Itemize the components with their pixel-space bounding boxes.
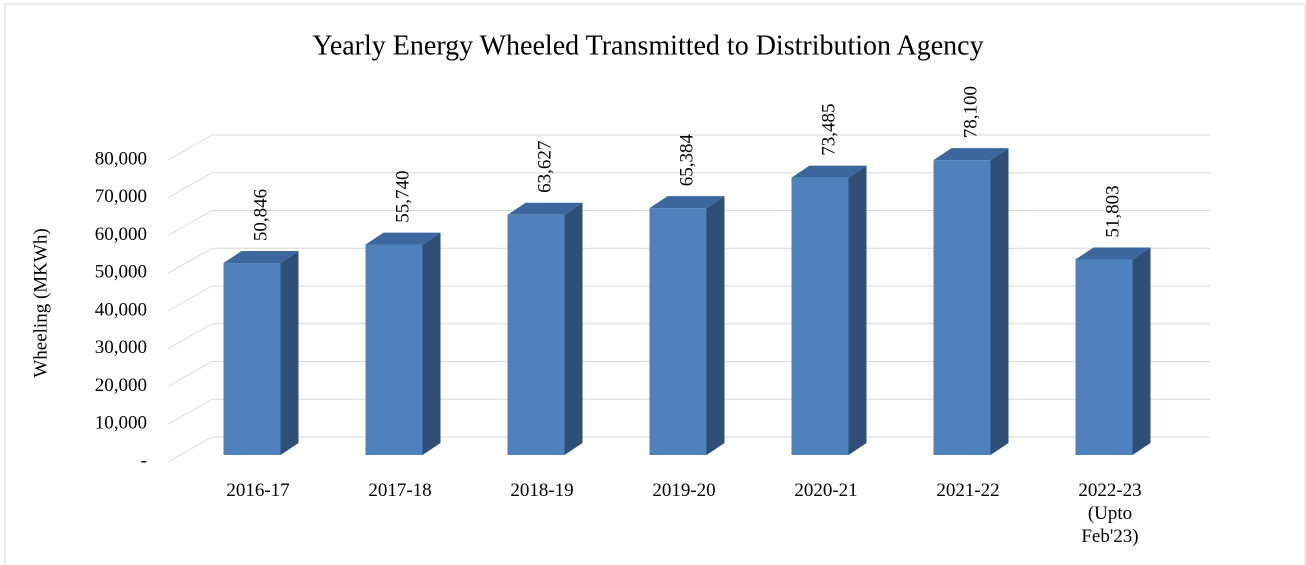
bar-top xyxy=(223,251,299,264)
bar xyxy=(365,232,441,455)
grid-line xyxy=(167,398,213,425)
bar-front xyxy=(507,214,565,455)
x-tick-label: 2016-17 xyxy=(226,480,289,501)
data-label: 51,803 xyxy=(1102,185,1123,237)
y-tick-label: 70,000 xyxy=(95,186,147,207)
x-tick-label: 2017-18 xyxy=(368,480,431,501)
bar-top xyxy=(365,232,441,245)
grid-line xyxy=(167,172,213,199)
bar-top xyxy=(649,196,725,209)
data-label: 50,846 xyxy=(250,189,271,241)
grid-line xyxy=(167,134,213,161)
bar-side xyxy=(706,196,725,455)
x-tick-label-line: 2020-21 xyxy=(794,480,857,501)
y-tick-label: 80,000 xyxy=(95,148,147,169)
y-tick-label: 10,000 xyxy=(95,413,147,434)
bar-front xyxy=(933,160,991,456)
grid-line xyxy=(167,285,213,312)
data-label: 78,100 xyxy=(960,86,981,138)
x-tick-label-line: 2019-20 xyxy=(652,480,715,501)
x-tick-label-line: 2022-23 xyxy=(1078,480,1141,501)
bar xyxy=(649,196,725,455)
data-label: 73,485 xyxy=(818,103,839,155)
bar-side xyxy=(1132,247,1151,455)
bar-top xyxy=(791,165,867,178)
bar-side xyxy=(280,251,299,455)
y-tick-label: - xyxy=(141,450,147,471)
x-tick-label: 2021-22 xyxy=(936,480,999,501)
bar-top xyxy=(507,202,583,215)
chart-title: Yearly Energy Wheeled Transmitted to Dis… xyxy=(312,30,983,61)
bar xyxy=(791,165,867,456)
grid-line xyxy=(167,210,213,236)
bar-side xyxy=(990,148,1009,456)
chart-frame xyxy=(4,3,1306,565)
bar-front xyxy=(649,208,707,455)
y-tick-label: 20,000 xyxy=(95,375,147,396)
bar-top xyxy=(1075,247,1151,260)
bar-front xyxy=(365,244,423,455)
data-label: 63,627 xyxy=(534,141,555,193)
bar-front xyxy=(223,263,281,455)
data-label: 65,384 xyxy=(676,134,697,187)
data-label: 55,740 xyxy=(392,170,413,222)
y-axis-label: Wheeling (MKWh) xyxy=(30,228,51,377)
bar-side xyxy=(564,202,583,455)
bar-top xyxy=(933,148,1009,161)
x-tick-label: 2022-23 (Upto Feb'23) xyxy=(1078,480,1141,547)
bar xyxy=(223,251,299,455)
bar-side xyxy=(848,165,867,456)
bar-front xyxy=(1075,259,1133,455)
y-tick-label: 50,000 xyxy=(95,262,147,283)
x-tick-label: 2019-20 xyxy=(652,480,715,501)
bar xyxy=(507,202,583,455)
x-tick-label-line: Feb'23) xyxy=(1081,526,1138,547)
x-tick-label-line: 2016-17 xyxy=(226,480,289,501)
bar xyxy=(933,148,1009,456)
y-tick-label: 60,000 xyxy=(95,224,147,245)
grid-line xyxy=(167,247,213,274)
bar-front xyxy=(791,177,849,456)
x-tick-label-line: (Upto xyxy=(1088,503,1132,524)
x-tick-label-line: 2021-22 xyxy=(936,480,999,501)
x-tick-label: 2020-21 xyxy=(794,480,857,501)
x-tick-label-line: 2018-19 xyxy=(510,480,573,501)
x-tick-label: 2018-19 xyxy=(510,480,573,501)
bar-side xyxy=(422,232,441,455)
x-tick-label-line: 2017-18 xyxy=(368,480,431,501)
y-tick-label: 40,000 xyxy=(95,299,147,320)
y-tick-label: 30,000 xyxy=(95,337,147,358)
bar xyxy=(1075,247,1151,455)
grid-line xyxy=(167,323,213,350)
grid-line xyxy=(167,361,213,387)
grid-line xyxy=(167,436,213,463)
